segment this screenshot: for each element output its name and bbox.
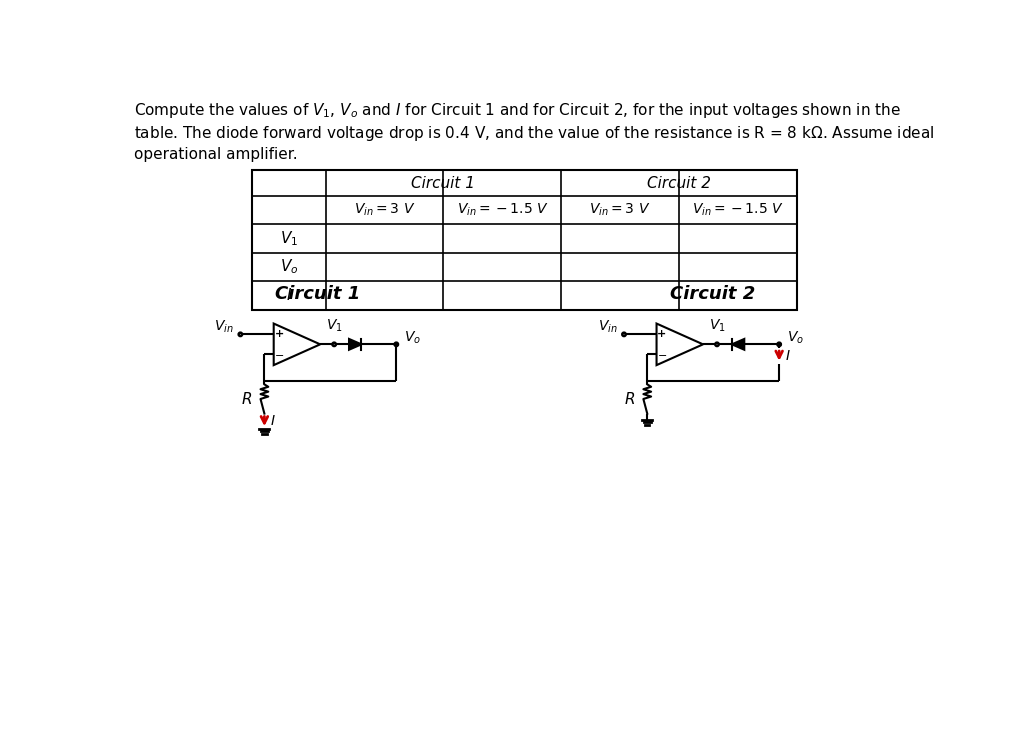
Text: $V_{in} = 3$ V: $V_{in} = 3$ V (590, 202, 651, 218)
Text: $-$: $-$ (657, 350, 667, 359)
Text: $I$: $I$ (270, 414, 275, 428)
Text: Circuit 2: Circuit 2 (647, 175, 711, 190)
Text: $V_{in} = 3$ V: $V_{in} = 3$ V (354, 202, 415, 218)
Text: $V_{in} = -1.5$ V: $V_{in} = -1.5$ V (457, 202, 548, 218)
Text: $V_{in}$: $V_{in}$ (214, 318, 234, 335)
Text: +: + (274, 329, 284, 339)
Text: $R$: $R$ (624, 391, 635, 407)
Text: $V_1$: $V_1$ (280, 229, 298, 248)
Text: $V_o$: $V_o$ (786, 330, 804, 347)
Text: $V_1$: $V_1$ (709, 318, 725, 335)
Text: Circuit 1: Circuit 1 (275, 284, 360, 302)
Text: operational amplifier.: operational amplifier. (134, 147, 298, 162)
Text: Circuit 1: Circuit 1 (412, 175, 475, 190)
Text: $V_o$: $V_o$ (280, 258, 298, 276)
Text: $V_o$: $V_o$ (404, 330, 421, 347)
Polygon shape (349, 339, 361, 350)
Text: Circuit 2: Circuit 2 (671, 284, 756, 302)
Text: $I$: $I$ (286, 287, 292, 304)
Text: table. The diode forward voltage drop is 0.4 V, and the value of the resistance : table. The diode forward voltage drop is… (134, 124, 935, 143)
Text: $V_1$: $V_1$ (326, 318, 342, 335)
Text: +: + (657, 329, 667, 339)
Text: $V_{in} = -1.5$ V: $V_{in} = -1.5$ V (692, 202, 783, 218)
Text: $-$: $-$ (274, 350, 285, 359)
Text: $R$: $R$ (241, 391, 252, 407)
Bar (252, 170, 797, 310)
Polygon shape (732, 339, 744, 350)
Text: Compute the values of $V_1$, $V_o$ and $I$ for Circuit 1 and for Circuit 2, for : Compute the values of $V_1$, $V_o$ and $… (134, 101, 901, 120)
Text: $V_{in}$: $V_{in}$ (598, 318, 617, 335)
Text: $I$: $I$ (784, 349, 791, 363)
